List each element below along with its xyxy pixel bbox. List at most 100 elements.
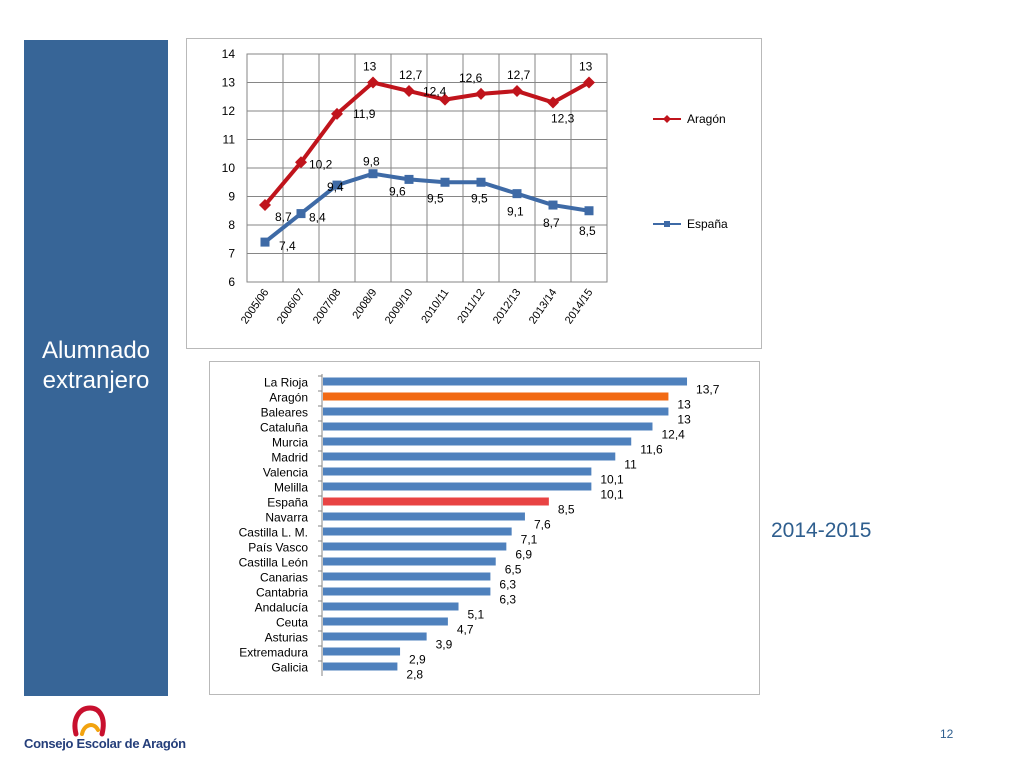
category-label: Valencia <box>263 466 308 480</box>
data-point-espana <box>260 237 270 247</box>
data-label: 8,7 <box>543 216 560 230</box>
category-label: La Rioja <box>264 376 308 390</box>
data-label: 9,8 <box>363 155 380 169</box>
category-label: Galicia <box>271 661 308 675</box>
org-logo: Consejo Escolar de Aragón <box>24 704 186 760</box>
legend-marker-aragon <box>663 115 671 123</box>
data-point-espana <box>548 200 558 210</box>
category-label: Madrid <box>271 451 308 465</box>
bar-value-label: 2,8 <box>406 668 423 682</box>
data-point-espana <box>512 189 522 199</box>
bar-value-label: 10,1 <box>600 473 624 487</box>
data-point-aragon <box>439 93 451 106</box>
data-label: 8,4 <box>309 211 326 225</box>
y-tick-label: 6 <box>228 275 235 289</box>
data-point-espana <box>332 180 342 190</box>
bar <box>323 632 427 641</box>
category-label: España <box>267 496 308 510</box>
y-tick-label: 9 <box>228 190 235 204</box>
data-label: 12,7 <box>399 68 423 82</box>
y-tick-label: 7 <box>228 247 235 261</box>
line-chart: 6 7 8 9 10 11 12 13 14 2005/06 2006/07 2007/08 2008/… <box>222 47 728 326</box>
slide-title-line1: Alumnado <box>41 337 151 364</box>
data-label: 12,4 <box>423 85 447 99</box>
data-point-espana <box>368 169 378 179</box>
bar <box>323 602 459 611</box>
category-label: Asturias <box>265 631 308 645</box>
bar <box>323 392 669 401</box>
category-label: Ceuta <box>276 616 308 630</box>
bar-value-label: 7,6 <box>534 518 551 532</box>
data-point-aragon <box>403 85 415 98</box>
data-point-aragon <box>367 76 379 89</box>
category-label: Murcia <box>272 436 308 450</box>
series-line-aragon <box>263 80 590 207</box>
data-label: 12,6 <box>459 71 483 85</box>
bar <box>323 647 401 656</box>
x-tick-label: 2014/15 <box>563 287 596 326</box>
data-point-espana <box>440 177 450 187</box>
x-tick-label: 2010/11 <box>419 287 451 326</box>
bar <box>323 407 669 416</box>
bar-value-label: 8,5 <box>558 503 575 517</box>
bar-value-label: 12,4 <box>661 428 685 442</box>
legend-marker-espana <box>664 221 670 227</box>
logo-text: Consejo Escolar de Aragón <box>24 736 186 751</box>
bar <box>323 482 592 491</box>
x-tick-label: 2007/08 <box>311 287 344 326</box>
bar-value-label: 6,9 <box>515 548 532 562</box>
x-tick-label: 2005/06 <box>239 287 272 326</box>
category-label: Cataluña <box>260 421 308 435</box>
data-point-aragon <box>331 107 343 120</box>
data-label: 10,2 <box>309 157 333 171</box>
bar <box>323 512 525 521</box>
bar-value-label: 11 <box>624 458 637 472</box>
bar <box>323 437 632 446</box>
slide-title: Alumnado extranjero <box>24 336 168 396</box>
y-tick-label: 8 <box>228 218 235 232</box>
data-label: 12,3 <box>551 111 575 125</box>
bar-chart-frame: La Rioja 13,7 Aragón 13 Baleares 13 Cataluña 12… <box>209 361 760 695</box>
bar <box>323 617 448 626</box>
bar-value-label: 5,1 <box>468 608 485 622</box>
bar-chart: La Rioja 13,7 Aragón 13 Baleares 13 Cataluña 12… <box>239 374 720 682</box>
data-point-aragon <box>583 76 595 89</box>
category-label: Aragón <box>269 391 308 405</box>
bar <box>323 467 592 476</box>
legend-label-aragon: Aragón <box>687 112 726 126</box>
bar-value-label: 7,1 <box>521 533 538 547</box>
category-label: Navarra <box>265 511 308 525</box>
x-tick-label: 2008/9 <box>350 287 379 321</box>
category-label: Extremadura <box>239 646 308 660</box>
category-label: Cantabria <box>256 586 308 600</box>
bar-value-label: 13 <box>677 398 691 412</box>
bar-value-label: 13,7 <box>696 383 720 397</box>
y-tick-label: 13 <box>222 76 236 90</box>
year-label: 2014-2015 <box>771 519 872 542</box>
category-label: Castilla L. M. <box>239 526 308 540</box>
category-label: Baleares <box>261 406 308 420</box>
legend-label-espana: España <box>687 217 728 231</box>
data-point-espana <box>584 206 594 216</box>
data-point-aragon <box>259 199 271 212</box>
data-label: 9,1 <box>507 205 524 219</box>
data-label: 11,9 <box>353 107 376 121</box>
y-tick-label: 12 <box>222 104 236 118</box>
bar-value-label: 2,9 <box>409 653 426 667</box>
bar <box>323 377 688 386</box>
data-point-espana <box>296 209 306 219</box>
bar <box>323 422 653 431</box>
series-line-espana <box>263 171 590 244</box>
data-point-aragon <box>475 87 487 100</box>
bar <box>323 587 491 596</box>
bar <box>323 572 491 581</box>
data-label: 8,7 <box>275 210 292 224</box>
bar <box>323 557 496 566</box>
bar-value-label: 10,1 <box>600 488 624 502</box>
page-number: 12 <box>940 727 954 741</box>
data-label: 9,5 <box>471 191 488 205</box>
slide-title-line2: extranjero <box>42 367 150 394</box>
bar <box>323 542 507 551</box>
bar-value-label: 4,7 <box>457 623 474 637</box>
x-tick-label: 2009/10 <box>383 287 416 326</box>
